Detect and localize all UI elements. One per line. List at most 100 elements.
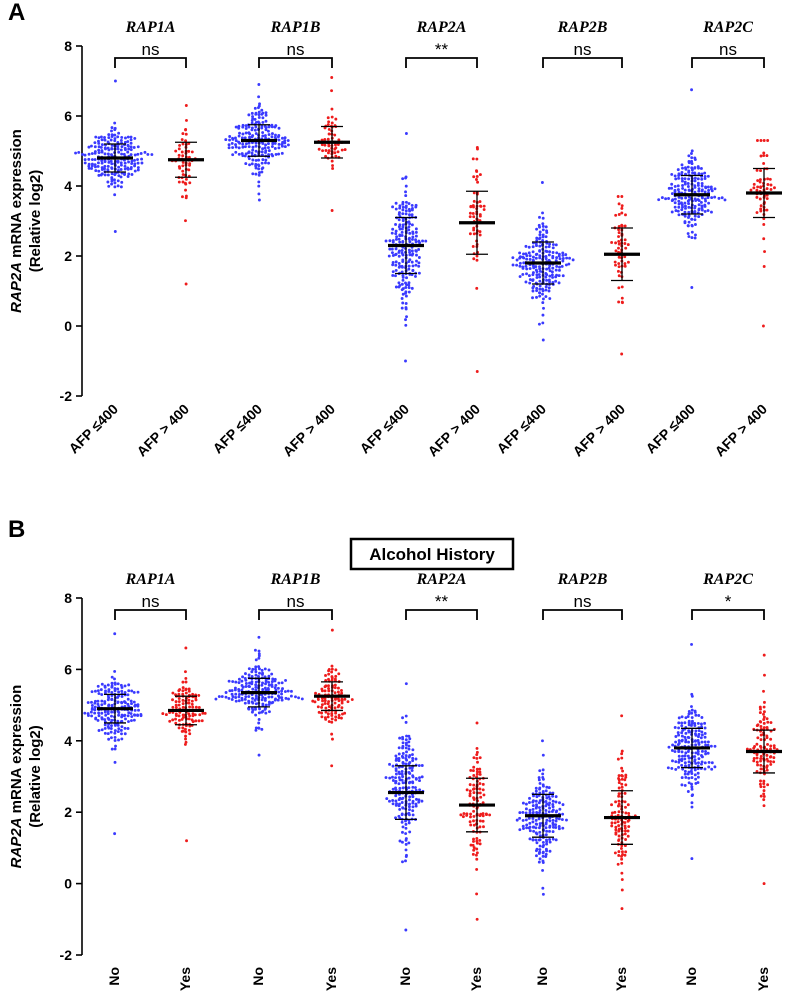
- data-point: [317, 147, 321, 151]
- data-point: [411, 748, 415, 752]
- data-point: [557, 825, 561, 828]
- data-point: [184, 104, 188, 107]
- data-point: [340, 716, 343, 720]
- data-point: [681, 205, 684, 209]
- data-point: [181, 132, 185, 136]
- data-point: [752, 186, 756, 190]
- data-point: [133, 704, 137, 708]
- data-point: [478, 838, 482, 842]
- data-point: [677, 754, 681, 758]
- data-point: [544, 800, 548, 803]
- data-point: [266, 688, 270, 692]
- data-point: [620, 878, 624, 881]
- data-point: [181, 689, 185, 693]
- data-point: [116, 135, 120, 139]
- data-point: [280, 696, 284, 700]
- data-point: [515, 818, 519, 822]
- data-point: [627, 811, 631, 815]
- data-point: [110, 129, 113, 133]
- data-point: [681, 767, 685, 771]
- data-point: [404, 743, 408, 747]
- data-point: [237, 126, 241, 130]
- data-point: [617, 774, 621, 778]
- data-point: [197, 693, 201, 697]
- data-point: [411, 268, 415, 272]
- data-point: [132, 690, 136, 694]
- data-point: [417, 264, 421, 268]
- data-point: [773, 186, 776, 190]
- data-point: [126, 166, 130, 170]
- data-point: [286, 143, 290, 147]
- data-point: [557, 268, 561, 272]
- data-point: [620, 714, 624, 718]
- data-point: [687, 776, 691, 780]
- data-point: [327, 132, 331, 136]
- data-point: [475, 847, 479, 851]
- data-point: [394, 229, 398, 233]
- data-point: [297, 696, 301, 700]
- data-point: [123, 167, 127, 171]
- data-point: [320, 689, 324, 693]
- data-point: [683, 772, 687, 776]
- data-point: [697, 187, 701, 191]
- data-point: [394, 794, 398, 798]
- data-point: [123, 700, 126, 704]
- data-point: [475, 750, 479, 754]
- y-tick-label: 2: [64, 804, 72, 820]
- data-point: [475, 867, 479, 871]
- data-point: [243, 136, 247, 140]
- data-point: [281, 687, 284, 691]
- data-point: [703, 731, 707, 735]
- data-point: [400, 249, 404, 252]
- data-point: [414, 757, 418, 761]
- data-point: [408, 222, 412, 226]
- data-point: [697, 761, 700, 765]
- data-point: [404, 762, 408, 766]
- data-point: [244, 131, 248, 135]
- data-point: [174, 721, 178, 725]
- data-point: [616, 820, 620, 824]
- data-point: [401, 741, 405, 745]
- data-point: [677, 176, 681, 180]
- data-point: [106, 152, 110, 156]
- data-point: [524, 264, 528, 268]
- data-point: [472, 848, 476, 852]
- data-point: [545, 231, 549, 234]
- data-point: [538, 808, 542, 812]
- data-point: [687, 729, 691, 733]
- data-point: [253, 128, 257, 132]
- data-point: [397, 225, 401, 229]
- data-point: [684, 740, 688, 744]
- data-point: [670, 749, 674, 752]
- data-point: [541, 287, 545, 291]
- data-point: [407, 225, 411, 229]
- data-point: [254, 667, 257, 671]
- data-point: [394, 769, 398, 773]
- data-point: [140, 161, 144, 165]
- data-point: [87, 166, 91, 170]
- data-point: [404, 291, 407, 295]
- data-point: [700, 730, 704, 734]
- data-point: [400, 251, 404, 255]
- data-point: [690, 152, 693, 155]
- data-point: [337, 138, 341, 142]
- data-point: [686, 754, 690, 758]
- data-point: [551, 256, 555, 260]
- data-point: [261, 671, 264, 675]
- data-point: [93, 150, 97, 154]
- data-point: [703, 209, 707, 213]
- data-point: [334, 674, 338, 678]
- data-point: [234, 139, 238, 143]
- data-point: [538, 230, 542, 234]
- data-point: [684, 751, 688, 755]
- data-point: [710, 210, 713, 214]
- data-point: [469, 768, 473, 772]
- data-point: [116, 719, 120, 723]
- data-point: [133, 153, 137, 157]
- data-point: [181, 154, 185, 158]
- data-point: [257, 110, 261, 114]
- data-point: [687, 760, 691, 764]
- data-point: [414, 777, 418, 781]
- data-point: [408, 250, 412, 254]
- data-point: [404, 720, 408, 724]
